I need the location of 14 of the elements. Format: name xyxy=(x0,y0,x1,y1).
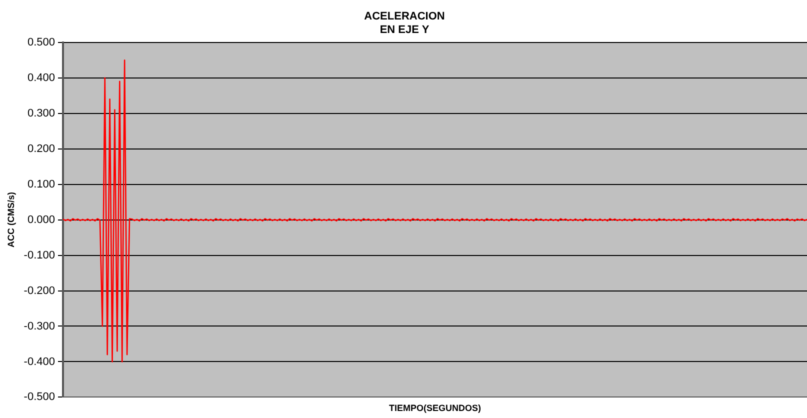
y-tick-label: -0.100 xyxy=(24,249,55,262)
y-axis-title: ACC (CMS/s) xyxy=(6,192,16,248)
y-tick-label: 0.300 xyxy=(27,107,55,120)
y-tick-label: 0.000 xyxy=(27,214,55,226)
y-tick-label: -0.300 xyxy=(24,320,55,332)
y-tick-label: -0.400 xyxy=(24,356,55,368)
y-tick-label: 0.400 xyxy=(27,72,55,84)
x-axis-title: TIEMPO(SEGUNDOS) xyxy=(388,403,482,414)
y-tick-label: -0.500 xyxy=(24,391,55,404)
y-tick-label: 0.200 xyxy=(27,142,55,155)
y-tick-label: -0.200 xyxy=(24,284,55,297)
y-tick-label: 0.500 xyxy=(27,36,55,48)
chart-title: ACELERACION EN EJE Y xyxy=(364,10,445,36)
y-tick-label: 0.100 xyxy=(27,178,55,190)
